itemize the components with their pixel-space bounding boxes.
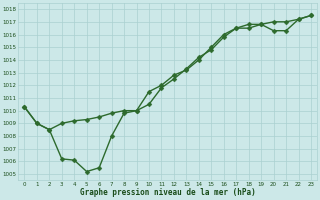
X-axis label: Graphe pression niveau de la mer (hPa): Graphe pression niveau de la mer (hPa) — [80, 188, 256, 197]
